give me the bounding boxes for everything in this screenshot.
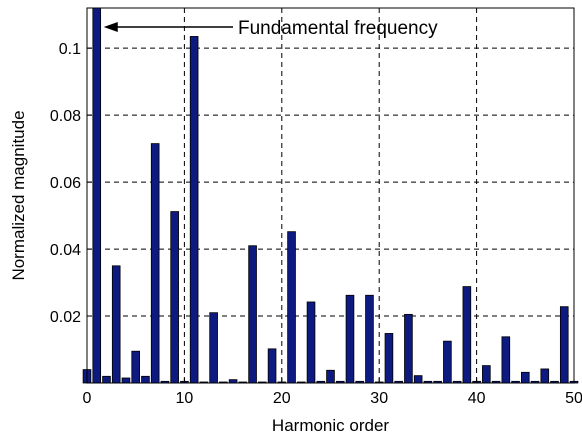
bar-harmonic-13 (209, 312, 218, 384)
bar-harmonic-41 (482, 365, 491, 384)
bar-harmonic-49 (559, 306, 569, 384)
bar-harmonic-31 (384, 333, 394, 384)
x-tick-label: 30 (370, 390, 388, 407)
bar-harmonic-21 (287, 231, 296, 384)
y-axis-label: Normalized magnitude (9, 110, 28, 280)
bar-harmonic-5 (131, 350, 140, 384)
y-tick-label: 0.1 (59, 41, 81, 58)
bar-harmonic-23 (306, 301, 316, 384)
y-tick-label: 0.02 (50, 309, 81, 326)
x-axis-label: Harmonic order (272, 416, 389, 435)
bar-harmonic-15 (228, 379, 238, 384)
bar-series (82, 7, 579, 384)
x-tick-label: 50 (565, 390, 582, 407)
bar-harmonic-7 (150, 143, 160, 384)
bar-harmonic-37 (443, 340, 452, 384)
x-tick-label: 0 (83, 390, 92, 407)
y-tick-label: 0.04 (50, 242, 81, 259)
bar-harmonic-11 (189, 36, 199, 384)
bar-harmonic-17 (248, 245, 257, 384)
bar-harmonic-43 (501, 336, 511, 384)
bar-harmonic-3 (111, 265, 121, 384)
y-axis-ticks: 0.02 0.04 0.06 0.08 0.1 (50, 41, 92, 326)
fundamental-annotation: Fundamental frequency (103, 18, 438, 39)
y-tick-label: 0.08 (50, 108, 81, 125)
bar-harmonic-27 (345, 294, 355, 384)
bar-harmonic-29 (365, 294, 374, 384)
bar-harmonic-19 (267, 348, 277, 384)
bar-harmonic-47 (540, 368, 550, 384)
bar-harmonic-45 (521, 371, 530, 384)
x-tick-label: 10 (176, 390, 194, 407)
bar-harmonic-25 (326, 369, 335, 384)
bar-harmonic-9 (170, 211, 179, 384)
bar-harmonic-2 (102, 375, 111, 384)
bar-harmonic-33 (404, 313, 413, 384)
grid-lines (87, 8, 574, 383)
bar-harmonic-34 (413, 375, 423, 384)
y-tick-label: 0.06 (50, 175, 81, 192)
annotation-arrowhead (103, 22, 118, 32)
annotation-text: Fundamental frequency (238, 18, 438, 39)
plot-frame (86, 7, 575, 384)
x-tick-label: 20 (273, 390, 291, 407)
bar-harmonic-4 (121, 377, 131, 384)
bar-harmonic-6 (141, 375, 150, 384)
x-tick-label: 40 (468, 390, 486, 407)
bar-harmonic-1 (92, 7, 102, 384)
bar-harmonic-39 (462, 286, 472, 384)
x-axis-ticks: 0 10 20 30 40 50 (83, 378, 582, 407)
